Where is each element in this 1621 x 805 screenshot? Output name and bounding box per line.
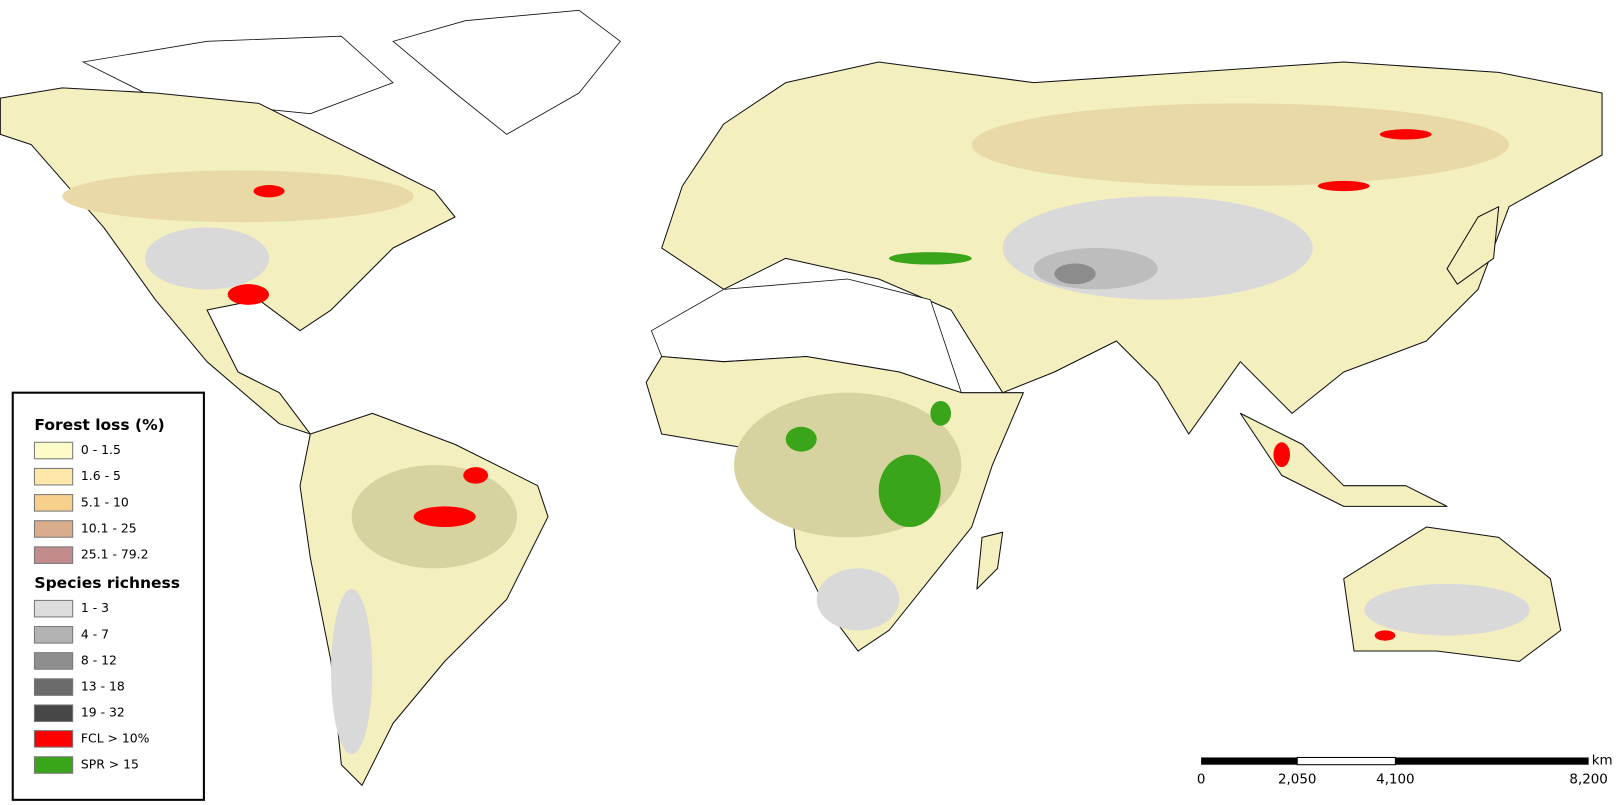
legend-title: Forest loss (%) bbox=[34, 416, 164, 434]
legend-swatch bbox=[33, 626, 74, 644]
fcl-spot bbox=[1379, 129, 1432, 140]
spr-spot bbox=[785, 426, 817, 452]
hindu-kush-richness bbox=[1054, 263, 1096, 285]
southern-africa-richness bbox=[816, 568, 900, 631]
legend-swatch bbox=[33, 599, 74, 618]
legend-title: Species richness bbox=[34, 574, 180, 592]
himalaya-richness bbox=[1033, 248, 1158, 290]
legend-swatch bbox=[33, 546, 74, 564]
fcl-spot bbox=[253, 184, 285, 198]
canada-loss bbox=[62, 170, 414, 223]
central-asia-richness bbox=[1002, 196, 1313, 300]
australia-richness bbox=[1364, 583, 1530, 636]
legend-swatch bbox=[33, 494, 74, 512]
legend-label: 10.1 - 25 bbox=[81, 520, 137, 535]
scale-segment bbox=[1296, 756, 1396, 766]
fcl-spot bbox=[1374, 630, 1396, 641]
legend-swatch bbox=[33, 467, 74, 486]
legend-swatch bbox=[33, 520, 74, 538]
spr-spot bbox=[930, 400, 952, 426]
scale-label: 0 bbox=[1197, 772, 1206, 787]
legend-swatch bbox=[33, 441, 74, 460]
fcl-spot bbox=[413, 506, 476, 528]
scale-label: 4,100 bbox=[1376, 772, 1414, 787]
legend-label: FCL > 10% bbox=[81, 730, 150, 745]
indonesia bbox=[1239, 412, 1448, 507]
legend-label: 5.1 - 10 bbox=[81, 494, 129, 509]
legend-label: 13 - 18 bbox=[81, 679, 125, 694]
fcl-spot bbox=[463, 467, 489, 484]
us-west-richness bbox=[145, 227, 270, 290]
legend-label: 19 - 32 bbox=[81, 705, 125, 720]
legend-swatch bbox=[33, 652, 74, 670]
boreal-loss bbox=[971, 103, 1510, 187]
overlays bbox=[62, 103, 1530, 755]
scale-label: 2,050 bbox=[1278, 772, 1316, 787]
legend-swatch bbox=[33, 704, 74, 723]
fcl-spot bbox=[1317, 180, 1370, 192]
fcl-spot bbox=[227, 284, 270, 305]
greenland bbox=[392, 9, 621, 135]
spr-spot bbox=[889, 252, 972, 265]
scale-segment bbox=[1395, 757, 1589, 765]
scale-bar: km 0 2,050 4,100 8,200 bbox=[1197, 754, 1613, 788]
andes-richness bbox=[331, 589, 373, 755]
scale-segment bbox=[1201, 757, 1298, 765]
legend-label: 8 - 12 bbox=[81, 652, 117, 667]
legend-swatch bbox=[33, 678, 74, 696]
legend-label: 4 - 7 bbox=[81, 626, 109, 641]
legend-label: 1.6 - 5 bbox=[81, 468, 121, 483]
legend: Forest loss (%) Species richness 0 - 1.5… bbox=[11, 391, 205, 801]
scale-unit: km bbox=[1592, 754, 1613, 769]
legend-label: 0 - 1.5 bbox=[81, 442, 121, 457]
legend-swatch bbox=[33, 730, 74, 748]
madagascar bbox=[976, 531, 1004, 590]
japan bbox=[1446, 206, 1500, 285]
legend-label: 25.1 - 79.2 bbox=[81, 547, 149, 562]
fcl-spot bbox=[1273, 442, 1290, 468]
spr-spot bbox=[878, 454, 941, 528]
legend-swatch bbox=[33, 756, 74, 774]
legend-label: SPR > 15 bbox=[81, 757, 139, 772]
scale-label: 8,200 bbox=[1569, 772, 1607, 787]
legend-label: 1 - 3 bbox=[81, 600, 109, 615]
